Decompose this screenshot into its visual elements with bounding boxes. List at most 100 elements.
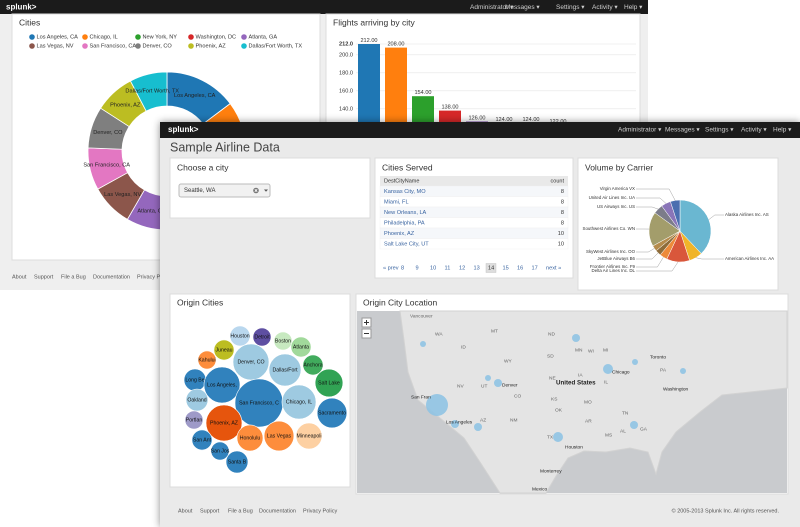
bubble[interactable] xyxy=(263,420,295,452)
table-cell[interactable]: New Orleans, LA xyxy=(384,210,427,216)
pager-item[interactable]: « prev xyxy=(383,265,399,271)
pager-item[interactable]: 12 xyxy=(459,265,465,271)
table-cell[interactable]: Kansas City, MO xyxy=(384,189,426,195)
bubble[interactable] xyxy=(290,336,312,358)
footer-link[interactable]: File a Bug xyxy=(228,508,253,514)
bubble[interactable] xyxy=(281,384,317,420)
footer-link[interactable]: About xyxy=(178,508,193,514)
map-label: IA xyxy=(578,372,583,378)
nav-menu[interactable]: Settings ▾ xyxy=(556,4,585,11)
map-marker[interactable] xyxy=(632,359,638,365)
pager-item[interactable]: 13 xyxy=(474,265,480,271)
footer-link[interactable]: File a Bug xyxy=(61,274,86,280)
map-marker[interactable] xyxy=(451,420,459,428)
map-label: CO xyxy=(514,393,521,399)
bubble[interactable] xyxy=(314,368,344,398)
map-marker[interactable] xyxy=(680,368,686,374)
footer-link[interactable]: Documentation xyxy=(93,274,130,280)
table-cell[interactable]: Phoenix, AZ xyxy=(384,231,415,237)
map-marker[interactable] xyxy=(494,379,502,387)
nav-menu[interactable]: Messages ▾ xyxy=(505,4,540,11)
map-label: TX xyxy=(547,434,554,440)
nav-menu[interactable]: Help ▾ xyxy=(773,127,792,134)
pager-item[interactable]: 10 xyxy=(430,265,436,271)
map-label: MN xyxy=(575,347,583,353)
bubble[interactable] xyxy=(213,339,235,361)
pager-item[interactable]: 17 xyxy=(532,265,538,271)
bubble[interactable] xyxy=(302,354,324,376)
footer-link[interactable]: About xyxy=(12,274,27,280)
map-marker[interactable] xyxy=(553,432,563,442)
logo[interactable]: splunk> xyxy=(6,3,37,12)
front-window: splunk> Sample Airline Data Choose a cit… xyxy=(160,122,800,527)
map-marker[interactable] xyxy=(474,423,482,431)
panel-title: Cities Served xyxy=(382,162,433,172)
map-label: San Fran xyxy=(411,394,431,400)
legend-swatch xyxy=(29,43,35,49)
bubble[interactable] xyxy=(273,331,293,351)
bubble[interactable] xyxy=(185,388,209,412)
nav-menu[interactable]: Messages ▾ xyxy=(665,127,700,134)
bubble[interactable] xyxy=(232,343,270,381)
bubble[interactable] xyxy=(210,441,230,461)
table-cell[interactable]: Philadelphia, PA xyxy=(384,220,425,226)
bubble[interactable] xyxy=(236,424,264,452)
pager-item[interactable]: 16 xyxy=(517,265,523,271)
pager-item[interactable]: 9 xyxy=(416,265,419,271)
bubble-label: Kahului xyxy=(198,357,215,363)
map-marker[interactable] xyxy=(603,364,613,374)
footer-link[interactable]: Support xyxy=(200,508,220,514)
legend-label: New York, NY xyxy=(143,34,178,40)
footer-link[interactable]: Documentation xyxy=(259,508,296,514)
footer-link[interactable]: Privacy Policy xyxy=(137,274,171,280)
pager-item[interactable]: 15 xyxy=(503,265,509,271)
table-row xyxy=(379,238,569,250)
pager-item[interactable]: 8 xyxy=(401,265,404,271)
nav-menu[interactable]: Administrator ▾ xyxy=(618,127,662,134)
bubble[interactable] xyxy=(205,404,243,442)
map-label: SD xyxy=(547,353,554,359)
column-header[interactable]: count xyxy=(551,178,565,184)
map-label: ID xyxy=(461,344,466,350)
nav-menu[interactable]: Activity ▾ xyxy=(592,4,618,11)
map-marker[interactable] xyxy=(485,375,491,381)
table-cell[interactable]: Miami, FL xyxy=(384,199,409,205)
bubble[interactable] xyxy=(252,327,272,347)
panel-title: Volume by Carrier xyxy=(585,162,653,172)
bubble[interactable] xyxy=(225,450,249,474)
bubble[interactable] xyxy=(316,397,348,429)
bubble[interactable] xyxy=(268,353,302,387)
city-dropdown[interactable] xyxy=(178,183,271,198)
y-tick-label: 160.0 xyxy=(339,88,353,94)
bubble[interactable] xyxy=(229,325,251,347)
footer-link[interactable]: Privacy Policy xyxy=(303,508,337,514)
bubble[interactable] xyxy=(191,429,213,451)
table-cell[interactable]: Salt Lake City, UT xyxy=(384,241,429,247)
map-label: KS xyxy=(551,396,557,402)
nav-menu[interactable]: Activity ▾ xyxy=(741,127,767,134)
logo[interactable]: splunk> xyxy=(168,125,199,134)
bubble[interactable] xyxy=(197,350,217,370)
bubble[interactable] xyxy=(184,410,204,430)
pager-item[interactable]: 14 xyxy=(488,265,494,271)
map-label: Vancouver xyxy=(410,313,433,319)
nav-menu[interactable]: Help ▾ xyxy=(624,4,643,11)
map-marker[interactable] xyxy=(426,394,448,416)
nav-menu[interactable]: Settings ▾ xyxy=(705,127,734,134)
leader-line xyxy=(636,197,667,204)
bubble[interactable] xyxy=(203,366,241,404)
column-header[interactable]: DestCityName xyxy=(384,178,419,184)
map-label: WI xyxy=(588,348,594,354)
legend-label: Chicago, IL xyxy=(90,34,118,40)
donut-slice xyxy=(129,71,168,112)
pager-item[interactable]: next » xyxy=(546,265,561,271)
pager-item[interactable]: 11 xyxy=(445,265,451,271)
bubble[interactable] xyxy=(295,422,323,450)
map-marker[interactable] xyxy=(420,341,426,347)
nav-menu[interactable]: Administrator ▾ xyxy=(470,4,514,11)
footer-link[interactable]: Support xyxy=(34,274,54,280)
map-marker[interactable] xyxy=(572,334,580,342)
map-marker[interactable] xyxy=(630,421,638,429)
leader-line xyxy=(636,248,655,253)
